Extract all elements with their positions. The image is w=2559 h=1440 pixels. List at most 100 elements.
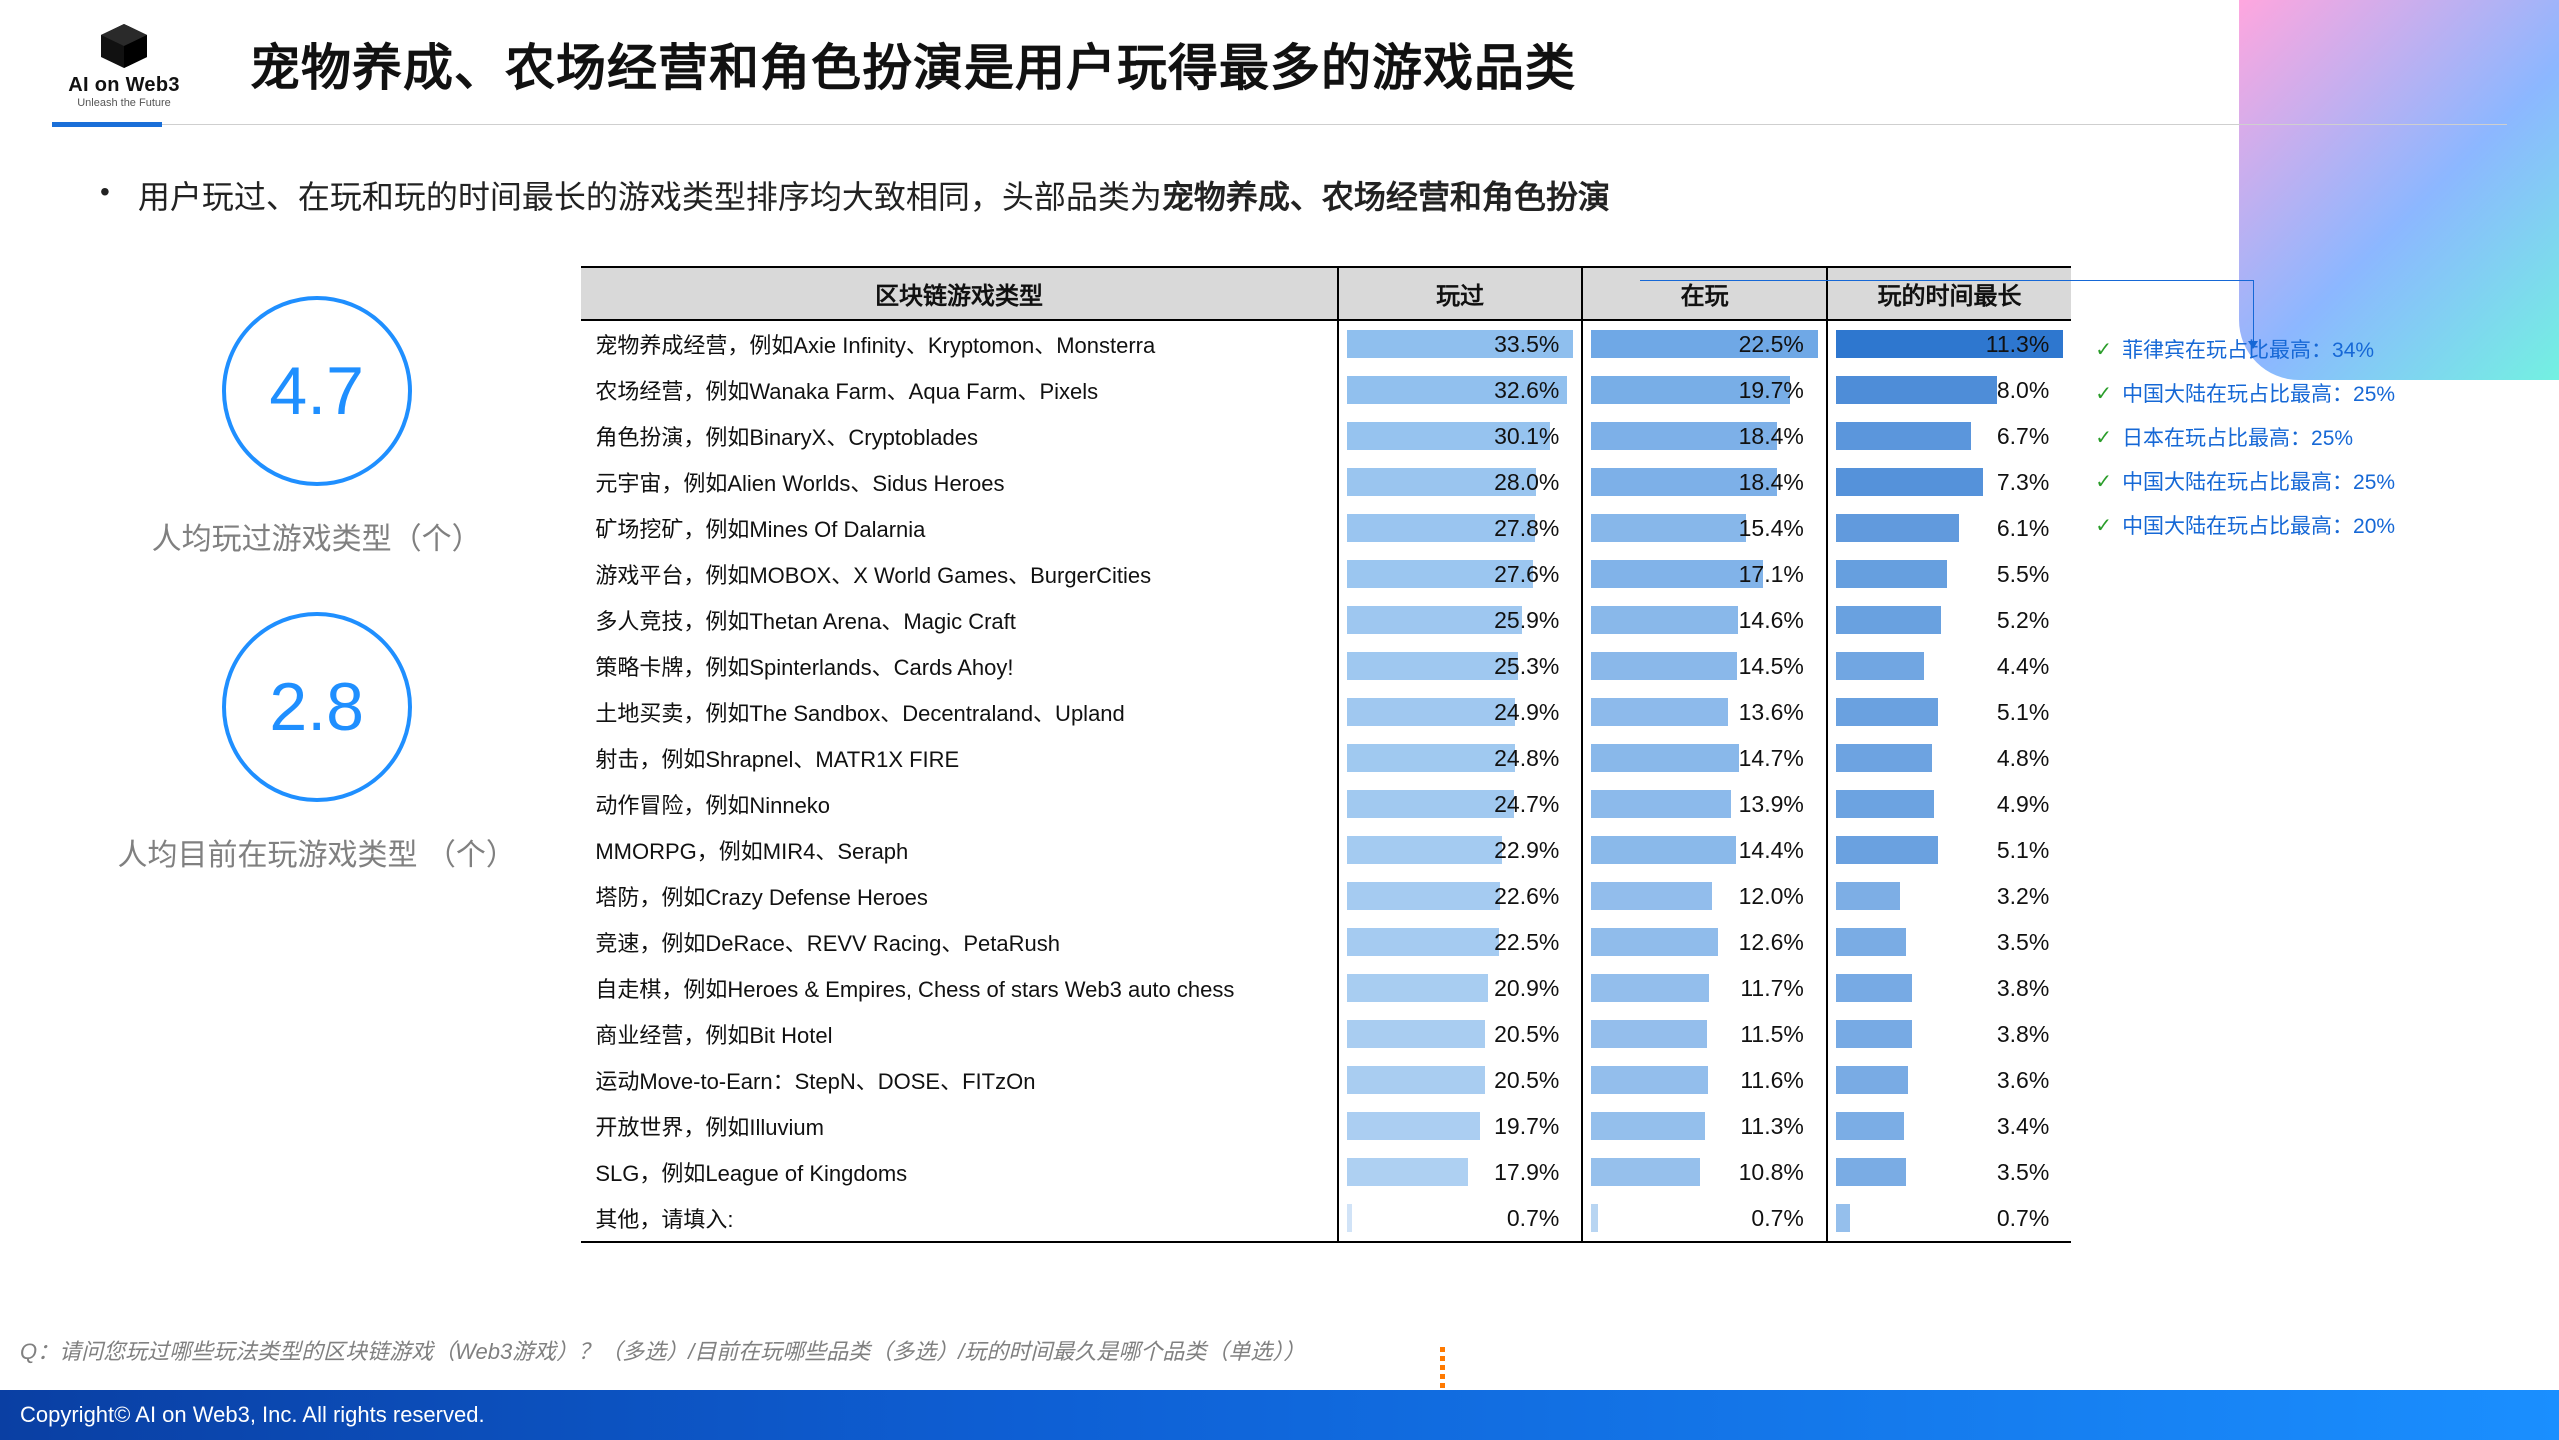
metric-cell: 20.5% — [1338, 1057, 1583, 1103]
metric-value: 4.9% — [1836, 791, 2063, 818]
metric-cell: 18.4% — [1582, 413, 1827, 459]
metric-value: 11.7% — [1591, 975, 1818, 1002]
metric-value: 10.8% — [1591, 1159, 1818, 1186]
category-cell: 策略卡牌，例如Spinterlands、Cards Ahoy! — [581, 643, 1337, 689]
table-row: 其他，请填入: 0.7% 0.7% 0.7% — [581, 1195, 2071, 1242]
metric-cell: 6.7% — [1827, 413, 2071, 459]
table-row: 角色扮演，例如BinaryX、Cryptoblades 30.1% 18.4% … — [581, 413, 2071, 459]
game-types-table: 区块链游戏类型 玩过 在玩 玩的时间最长 宠物养成经营，例如Axie Infin… — [581, 266, 2071, 1243]
decorative-dots — [1440, 1347, 1445, 1388]
metric-value: 18.4% — [1591, 469, 1818, 496]
metric-cell: 3.2% — [1827, 873, 2071, 919]
side-note-item: ✓日本在玩占比最高：25% — [2095, 422, 2507, 452]
metric-value: 5.1% — [1836, 699, 2063, 726]
table-row: 动作冒险，例如Ninneko 24.7% 13.9% 4.9% — [581, 781, 2071, 827]
table-row: 运动Move-to-Earn：StepN、DOSE、FITzOn 20.5% 1… — [581, 1057, 2071, 1103]
metric-cell: 17.9% — [1338, 1149, 1583, 1195]
table-row: 矿场挖矿，例如Mines Of Dalarnia 27.8% 15.4% 6.1… — [581, 505, 2071, 551]
kpi-label: 人均目前在玩游戏类型 （个） — [52, 830, 581, 874]
metric-value: 32.6% — [1347, 377, 1574, 404]
table-row: 多人竞技，例如Thetan Arena、Magic Craft 25.9% 14… — [581, 597, 2071, 643]
metric-value: 20.5% — [1347, 1067, 1574, 1094]
metric-cell: 5.5% — [1827, 551, 2071, 597]
metric-cell: 20.5% — [1338, 1011, 1583, 1057]
table-row: 宠物养成经营，例如Axie Infinity、Kryptomon、Monster… — [581, 320, 2071, 367]
kpi-circle: 2.8 — [222, 612, 412, 802]
metric-value: 17.9% — [1347, 1159, 1574, 1186]
kpi-circle: 4.7 — [222, 296, 412, 486]
metric-value: 22.9% — [1347, 837, 1574, 864]
logo-tagline: Unleash the Future — [44, 97, 204, 109]
metric-value: 5.1% — [1836, 837, 2063, 864]
metric-cell: 33.5% — [1338, 320, 1583, 367]
note-text: 中国大陆在玩占比最高：20% — [2122, 510, 2395, 540]
category-cell: 其他，请填入: — [581, 1195, 1337, 1242]
page-title: 宠物养成、农场经营和角色扮演是用户玩得最多的游戏品类 — [250, 28, 2507, 100]
category-cell: 游戏平台，例如MOBOX、X World Games、BurgerCities — [581, 551, 1337, 597]
category-cell: 动作冒险，例如Ninneko — [581, 781, 1337, 827]
metric-cell: 3.8% — [1827, 965, 2071, 1011]
metric-cell: 3.6% — [1827, 1057, 2071, 1103]
metric-cell: 5.2% — [1827, 597, 2071, 643]
metric-value: 3.5% — [1836, 929, 2063, 956]
table-row: MMORPG，例如MIR4、Seraph 22.9% 14.4% 5.1% — [581, 827, 2071, 873]
bullet-dot-icon: • — [100, 172, 110, 212]
metric-cell: 17.1% — [1582, 551, 1827, 597]
metric-value: 13.6% — [1591, 699, 1818, 726]
metric-value: 14.4% — [1591, 837, 1818, 864]
metric-cell: 4.9% — [1827, 781, 2071, 827]
metric-cell: 28.0% — [1338, 459, 1583, 505]
metric-value: 3.4% — [1836, 1113, 2063, 1140]
metric-value: 19.7% — [1591, 377, 1818, 404]
category-cell: 竞速，例如DeRace、REVV Racing、PetaRush — [581, 919, 1337, 965]
table-row: 自走棋，例如Heroes & Empires, Chess of stars W… — [581, 965, 2071, 1011]
metric-value: 14.5% — [1591, 653, 1818, 680]
metric-value: 11.3% — [1836, 331, 2063, 358]
metric-value: 12.6% — [1591, 929, 1818, 956]
metric-cell: 14.5% — [1582, 643, 1827, 689]
metric-value: 18.4% — [1591, 423, 1818, 450]
metric-value: 5.5% — [1836, 561, 2063, 588]
category-cell: 开放世界，例如Illuvium — [581, 1103, 1337, 1149]
metric-cell: 22.9% — [1338, 827, 1583, 873]
category-cell: 元宇宙，例如Alien Worlds、Sidus Heroes — [581, 459, 1337, 505]
category-cell: 农场经营，例如Wanaka Farm、Aqua Farm、Pixels — [581, 367, 1337, 413]
category-cell: 运动Move-to-Earn：StepN、DOSE、FITzOn — [581, 1057, 1337, 1103]
title-underline — [52, 124, 2507, 130]
check-icon: ✓ — [2095, 381, 2112, 406]
metric-value: 15.4% — [1591, 515, 1818, 542]
metric-cell: 27.6% — [1338, 551, 1583, 597]
table-row: 农场经营，例如Wanaka Farm、Aqua Farm、Pixels 32.6… — [581, 367, 2071, 413]
metric-cell: 22.5% — [1338, 919, 1583, 965]
metric-value: 6.1% — [1836, 515, 2063, 542]
table-row: 射击，例如Shrapnel、MATR1X FIRE 24.8% 14.7% 4.… — [581, 735, 2071, 781]
metric-cell: 11.5% — [1582, 1011, 1827, 1057]
category-cell: 宠物养成经营，例如Axie Infinity、Kryptomon、Monster… — [581, 320, 1337, 367]
metric-value: 14.6% — [1591, 607, 1818, 634]
bullet-bold: 宠物养成、农场经营和角色扮演 — [1162, 179, 1610, 215]
th-played: 玩过 — [1338, 267, 1583, 320]
category-cell: 矿场挖矿，例如Mines Of Dalarnia — [581, 505, 1337, 551]
metric-value: 20.5% — [1347, 1021, 1574, 1048]
metric-cell: 5.1% — [1827, 689, 2071, 735]
table-row: SLG，例如League of Kingdoms 17.9% 10.8% 3.5… — [581, 1149, 2071, 1195]
metric-value: 30.1% — [1347, 423, 1574, 450]
metric-cell: 30.1% — [1338, 413, 1583, 459]
metric-value: 0.7% — [1591, 1205, 1818, 1232]
metric-value: 12.0% — [1591, 883, 1818, 910]
metric-cell: 14.4% — [1582, 827, 1827, 873]
metric-cell: 12.0% — [1582, 873, 1827, 919]
metric-cell: 19.7% — [1582, 367, 1827, 413]
metric-value: 27.6% — [1347, 561, 1574, 588]
table-row: 土地买卖，例如The Sandbox、Decentraland、Upland 2… — [581, 689, 2071, 735]
logo-cube-icon — [99, 24, 149, 68]
table-row: 游戏平台，例如MOBOX、X World Games、BurgerCities … — [581, 551, 2071, 597]
metric-cell: 5.1% — [1827, 827, 2071, 873]
metric-cell: 22.5% — [1582, 320, 1827, 367]
side-note-item: ✓中国大陆在玩占比最高：25% — [2095, 466, 2507, 496]
metric-value: 3.8% — [1836, 1021, 2063, 1048]
check-icon: ✓ — [2095, 425, 2112, 450]
metric-cell: 7.3% — [1827, 459, 2071, 505]
key-finding-bullet: • 用户玩过、在玩和玩的时间最长的游戏类型排序均大致相同，头部品类为宠物养成、农… — [100, 172, 2507, 218]
metric-cell: 24.9% — [1338, 689, 1583, 735]
